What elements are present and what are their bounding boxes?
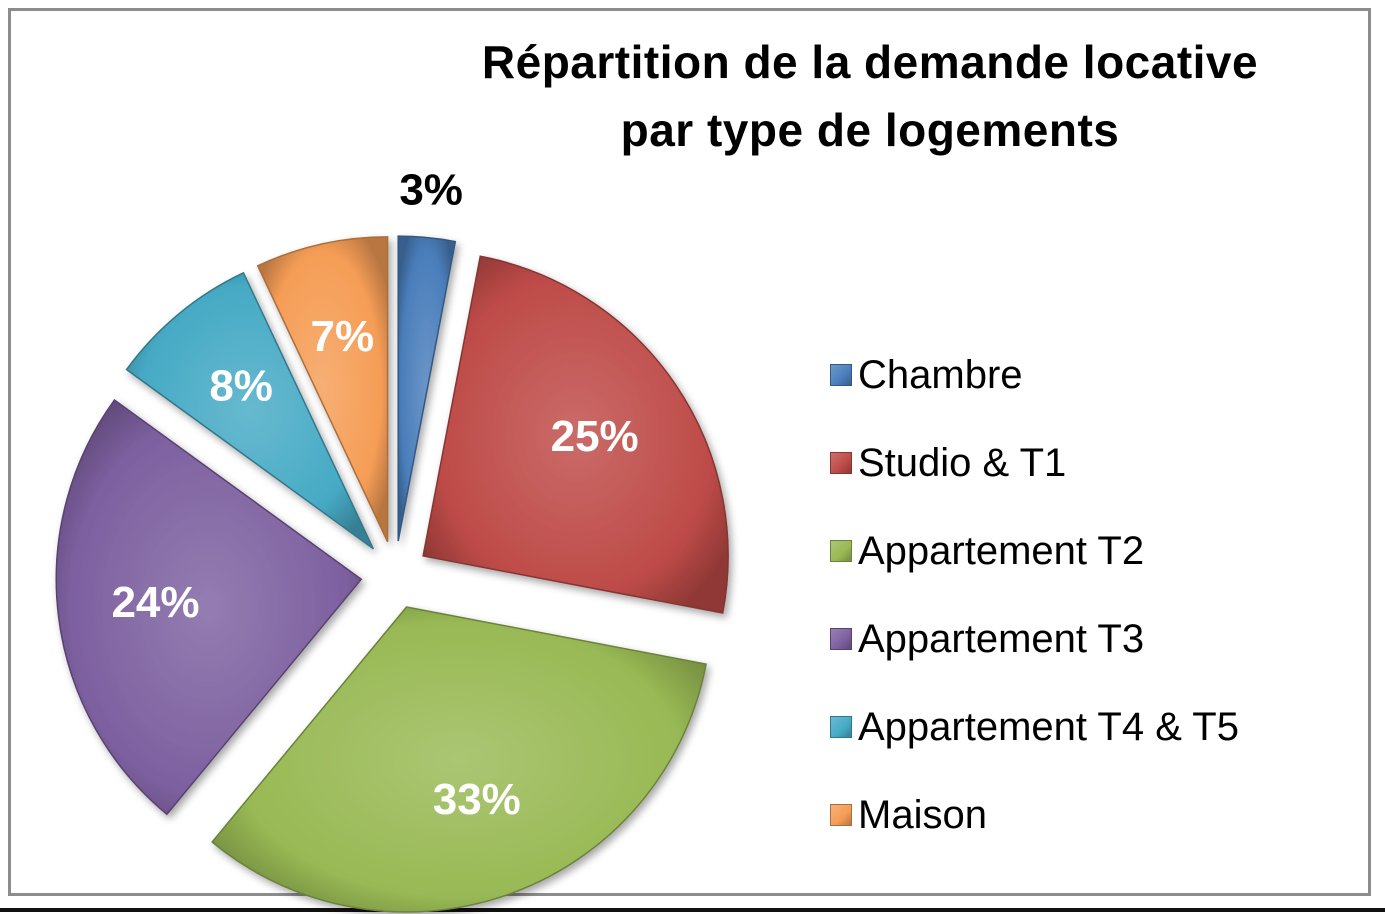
legend-label: Maison <box>858 792 987 837</box>
legend-item-studio-t1: Studio & T1 <box>830 433 1066 493</box>
pie-slice-appartement-t3 <box>55 398 363 816</box>
legend-swatch <box>830 364 852 386</box>
legend-item-appartement-t3: Appartement T3 <box>830 609 1144 669</box>
legend-label: Studio & T1 <box>858 440 1067 485</box>
legend-swatch <box>830 452 852 474</box>
data-label-appartement-t4-t5: 8% <box>209 362 273 411</box>
chart-title: Répartition de la demande locative par t… <box>370 28 1370 164</box>
pie-slice-chambre <box>397 235 457 542</box>
legend-swatch <box>830 804 852 826</box>
legend-item-chambre: Chambre <box>830 345 1023 405</box>
legend-label: Chambre <box>858 352 1023 397</box>
pie-slice-maison <box>256 236 389 543</box>
pie-slice-appartement-t4-t5 <box>125 271 375 550</box>
legend-item-appartement-t2: Appartement T2 <box>830 521 1144 581</box>
data-label-appartement-t3: 24% <box>111 578 199 627</box>
pie-slice-appartement-t2 <box>211 606 707 913</box>
legend-label: Appartement T2 <box>858 528 1145 573</box>
legend-item-appartement-t4-t5: Appartement T4 & T5 <box>830 697 1239 757</box>
legend-swatch <box>830 628 852 650</box>
legend-label: Appartement T3 <box>858 616 1145 661</box>
bottom-divider <box>0 908 1385 912</box>
legend-item-maison: Maison <box>830 785 987 845</box>
legend-swatch <box>830 716 852 738</box>
chart-title-line-1: Répartition de la demande locative <box>481 36 1259 88</box>
legend-swatch <box>830 540 852 562</box>
data-label-appartement-t2: 33% <box>433 775 521 824</box>
data-label-maison: 7% <box>311 312 375 361</box>
legend-label: Appartement T4 & T5 <box>858 704 1239 749</box>
pie-slice-studio-t1 <box>422 255 729 614</box>
data-label-chambre: 3% <box>399 165 463 214</box>
chart-title-line-2: par type de logements <box>620 104 1120 156</box>
data-label-studio-t1: 25% <box>551 412 639 461</box>
